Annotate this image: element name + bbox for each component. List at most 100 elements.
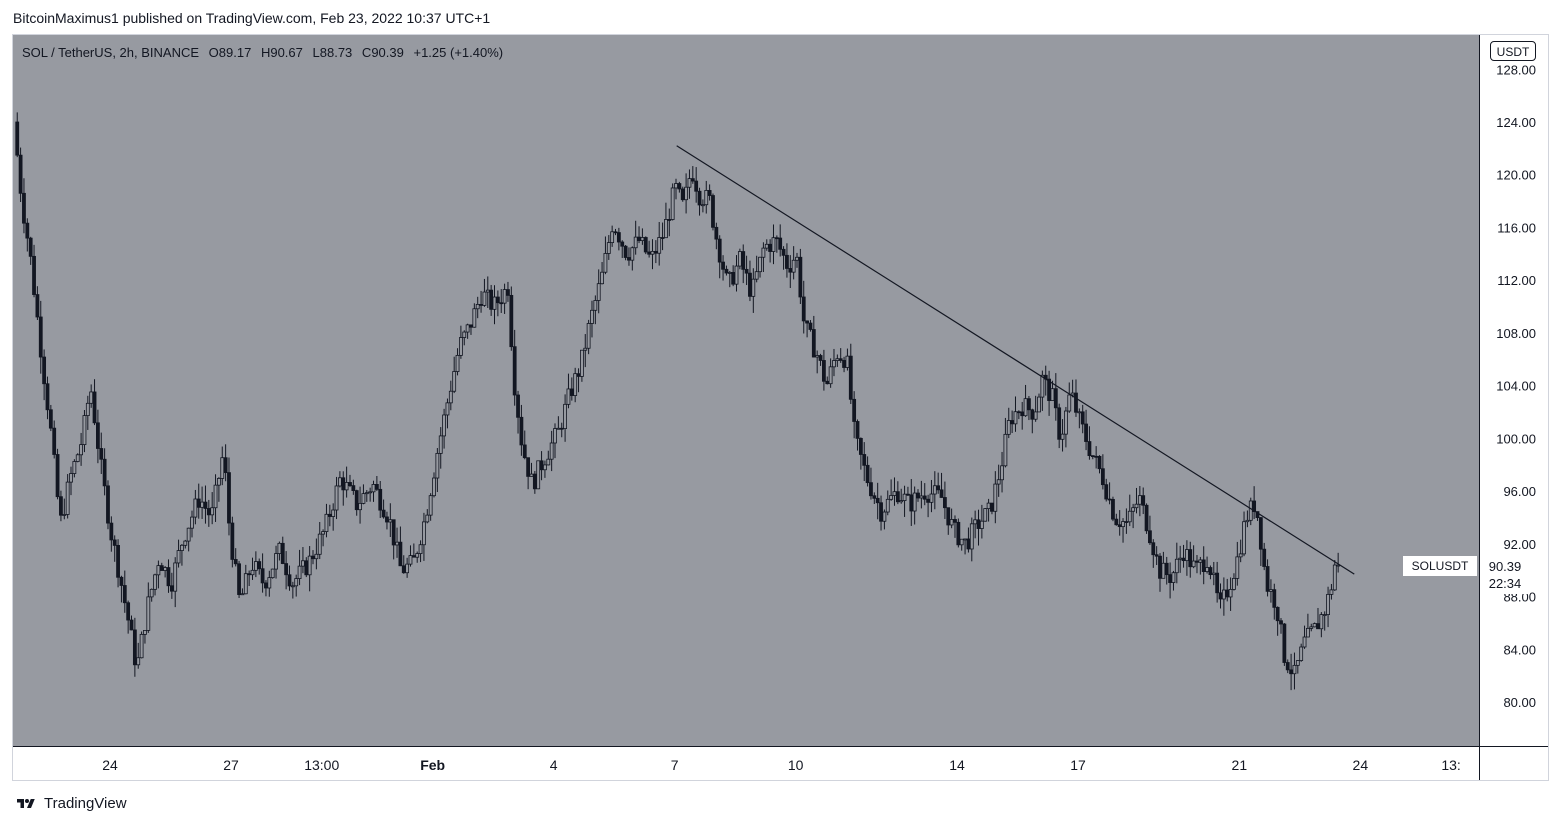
candle-body xyxy=(1232,577,1236,590)
candle-body xyxy=(438,435,443,454)
legend-symbol[interactable]: SOL / TetherUS, 2h, BINANCE xyxy=(22,45,200,60)
candle-body xyxy=(448,390,453,404)
candle-body xyxy=(294,578,299,587)
candle-body xyxy=(848,355,853,400)
candle-body xyxy=(1211,572,1216,576)
candle-body xyxy=(428,495,433,516)
candle-body xyxy=(633,236,638,249)
tradingview-logo[interactable]: TradingView xyxy=(13,795,127,812)
candle-body xyxy=(862,454,867,466)
candle-body xyxy=(902,493,907,501)
currency-button[interactable]: USDT xyxy=(1490,41,1536,61)
candle-body xyxy=(361,493,366,504)
candle-body xyxy=(969,523,974,550)
candle-body xyxy=(314,553,319,560)
candle-body xyxy=(324,513,329,532)
candle-body xyxy=(1228,588,1233,598)
candle-body xyxy=(1242,521,1246,555)
candle-body xyxy=(711,195,715,228)
candle-body xyxy=(522,444,527,459)
candle-body xyxy=(1201,559,1206,572)
candle-body xyxy=(1215,572,1220,594)
candle-body xyxy=(1030,409,1035,420)
candle-body xyxy=(791,259,796,273)
candle-body xyxy=(822,360,826,382)
candle-body xyxy=(1040,374,1045,398)
candle-body xyxy=(993,483,998,512)
candle-body xyxy=(926,498,930,503)
candle-body xyxy=(943,497,947,509)
candle-body xyxy=(455,354,460,372)
candle-body xyxy=(1013,411,1018,425)
candle-body xyxy=(1295,660,1300,666)
time-tick-label: 4 xyxy=(550,757,558,773)
candle-body xyxy=(280,542,285,564)
price-tick-label: 92.00 xyxy=(1503,537,1536,552)
candle-body xyxy=(889,495,894,500)
candle-body xyxy=(1151,542,1156,556)
candle-body xyxy=(119,576,124,586)
candle-body xyxy=(109,522,114,541)
candle-body xyxy=(912,492,917,512)
candle-body xyxy=(707,190,712,196)
candle-body xyxy=(458,337,463,356)
price-axis[interactable] xyxy=(1479,35,1548,746)
candle-body xyxy=(395,541,399,546)
candle-body xyxy=(795,256,799,261)
candle-body xyxy=(99,448,104,460)
chart-legend: SOL / TetherUS, 2h, BINANCE O89.17 H90.6… xyxy=(22,45,503,60)
candle-body xyxy=(122,585,127,604)
candle-body xyxy=(845,355,850,368)
candle-body xyxy=(247,573,252,576)
candle-body xyxy=(946,507,951,526)
candle-body xyxy=(1144,504,1149,532)
candle-body xyxy=(637,236,641,242)
candle-body xyxy=(825,380,830,385)
candle-body xyxy=(1178,557,1183,560)
candle-body xyxy=(647,251,652,255)
candle-body xyxy=(949,519,954,526)
candle-body xyxy=(667,219,672,221)
legend-change: +1.25 (+1.40%) xyxy=(413,45,504,60)
candle-body xyxy=(1067,394,1072,412)
candle-body xyxy=(606,242,611,254)
candle-body xyxy=(317,533,322,555)
candle-body xyxy=(798,256,803,298)
candle-body xyxy=(1235,556,1240,579)
candle-body xyxy=(411,555,416,558)
candle-body xyxy=(327,513,332,517)
time-axis[interactable] xyxy=(13,746,1479,780)
candle-body xyxy=(243,573,248,595)
candle-body xyxy=(1238,553,1243,558)
candle-body xyxy=(25,222,30,239)
candle-body xyxy=(1316,623,1320,630)
candle-body xyxy=(378,488,383,511)
price-tick-label: 116.00 xyxy=(1497,220,1536,235)
candle-body xyxy=(627,257,631,261)
candle-body xyxy=(492,296,497,310)
candle-body xyxy=(388,519,393,523)
time-axis-labels: 24 27 13:00 Feb 4 7 10 14 17 21 24 13: xyxy=(102,757,1461,773)
time-tick-label: 13: xyxy=(1441,757,1460,773)
candle-body xyxy=(418,544,423,554)
plot-area[interactable] xyxy=(13,35,1479,746)
candle-body xyxy=(462,331,467,338)
candle-body xyxy=(1312,623,1317,628)
candle-body xyxy=(553,428,557,444)
time-tick-label: 21 xyxy=(1232,757,1248,773)
candle-body xyxy=(1255,511,1260,519)
candle-body xyxy=(539,460,544,471)
candle-body xyxy=(536,460,541,490)
candle-body xyxy=(1269,589,1273,592)
candle-body xyxy=(1158,555,1162,579)
candle-body xyxy=(727,272,732,274)
candle-body xyxy=(203,501,208,509)
candle-body xyxy=(865,464,870,484)
candle-body xyxy=(354,490,359,511)
candle-body xyxy=(610,231,615,244)
candle-body xyxy=(106,485,110,524)
candle-body xyxy=(805,320,809,324)
legend-low-label: L xyxy=(312,45,320,60)
time-tick-label: 14 xyxy=(949,757,965,773)
